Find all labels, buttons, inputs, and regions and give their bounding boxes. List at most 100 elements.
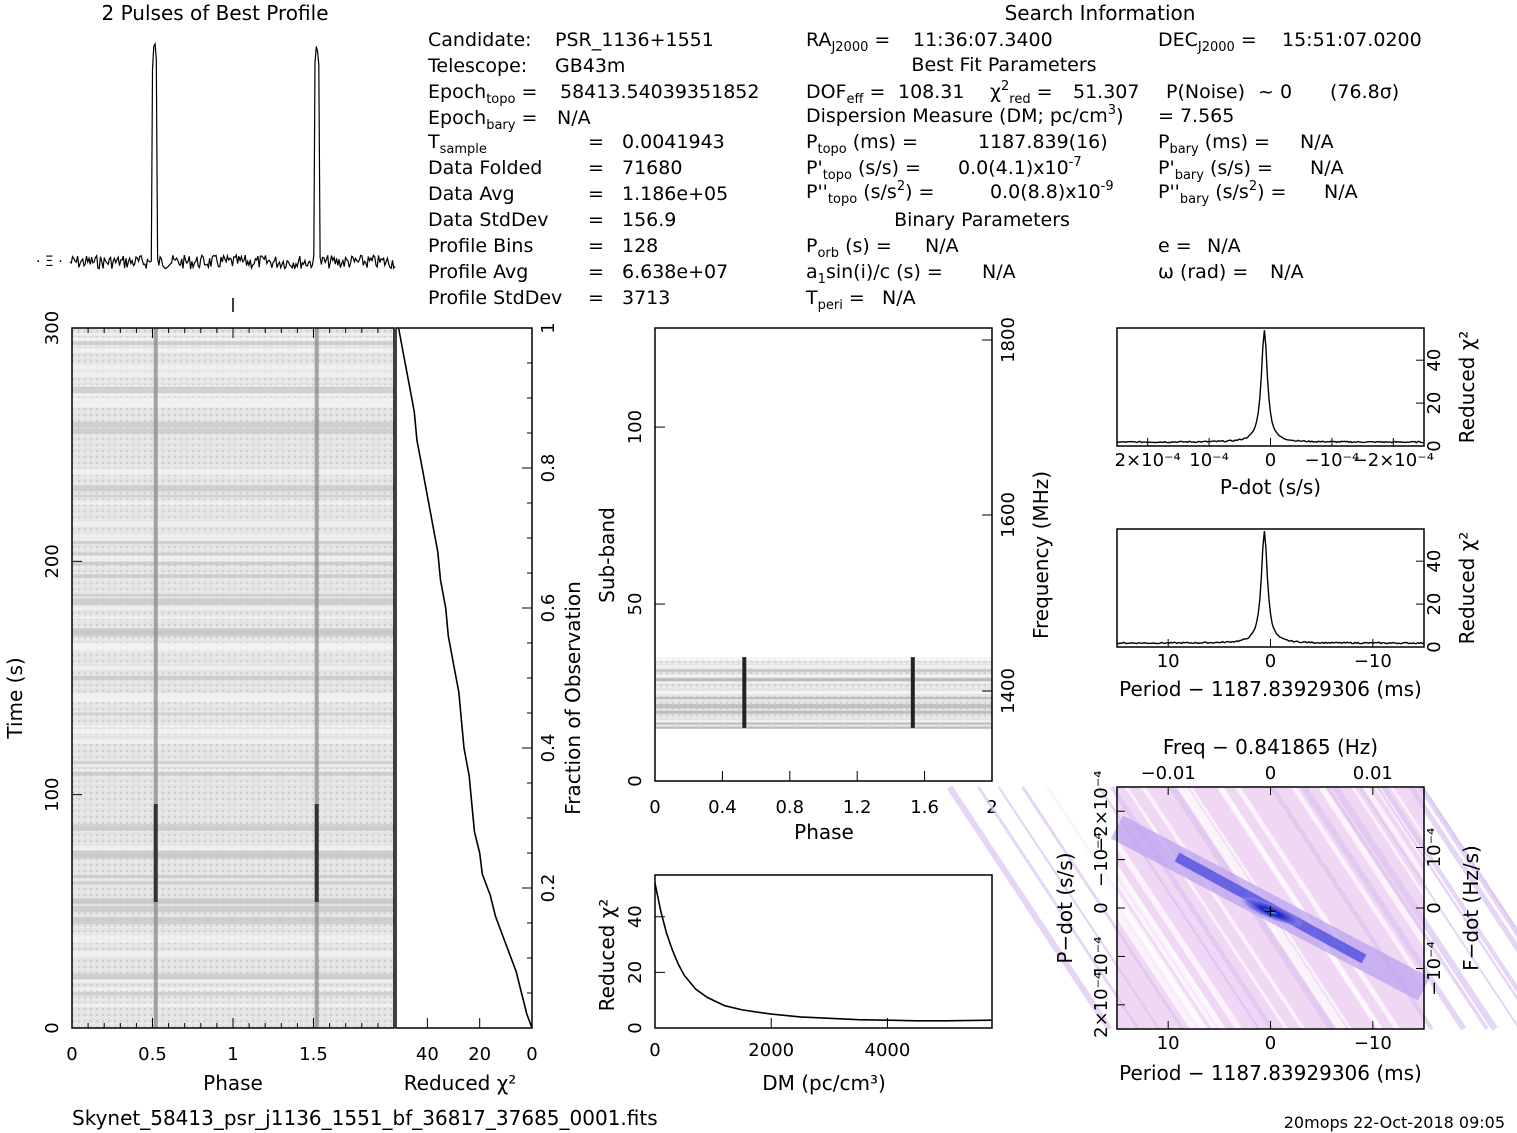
time-phase-streak: [72, 616, 394, 619]
data-stddev-value: 156.9: [622, 209, 676, 231]
time-phase-streak: [72, 594, 394, 597]
profile-title: 2 Pulses of Best Profile: [102, 1, 329, 25]
subband-streak: [655, 681, 992, 684]
ra-value: 11:36:07.3400: [913, 29, 1053, 51]
subband-streak: [655, 726, 992, 729]
tsample-label: Tsample: [427, 131, 487, 157]
dm-value: = 7.565: [1158, 105, 1234, 127]
porb-label: Porb (s) =: [806, 235, 892, 261]
time-phase-streak: [72, 421, 394, 428]
x-tick-label: 0.4: [708, 797, 737, 818]
dm-axes: [654, 874, 993, 1029]
pdot_curve-line: [1116, 330, 1425, 444]
pdd-topo-label: P''topo (s/s2) =: [806, 179, 934, 207]
sigma-value: (76.8σ): [1330, 81, 1399, 103]
y2-tick-label: 10⁻⁴: [1424, 828, 1445, 868]
period-pdot-streak: [946, 785, 1113, 1031]
period-pdot-peak: [1236, 896, 1305, 928]
x-tick-label: 0: [66, 1044, 77, 1065]
time-phase-streak: [72, 348, 394, 353]
time-phase-streak: [72, 393, 394, 397]
time-phase-streak: [72, 598, 394, 605]
profile-plot: · Ξ ·: [36, 41, 396, 312]
pnoise-value: ~ 0: [1258, 81, 1292, 103]
dof-label: DOFeff =: [806, 81, 885, 107]
candidate-label: Candidate:: [428, 29, 532, 51]
time-phase-streak: [72, 899, 394, 905]
period-pdot-streak: [997, 786, 1160, 1030]
y-tick-label: 100: [625, 410, 646, 444]
time-phase-streak: [72, 386, 394, 394]
time-phase-streak: [72, 364, 394, 370]
profile-stddev-value: 3713: [622, 287, 670, 309]
x-axis-label: Phase: [794, 820, 854, 844]
time-phase-streak: [72, 399, 394, 404]
pdd-bary-value: N/A: [1324, 181, 1358, 203]
tperi-label: Tperi =: [805, 287, 865, 313]
period-pdot-streak: [1376, 786, 1517, 1001]
y-tick-label: 0: [1091, 902, 1112, 913]
time-phase-streak: [72, 724, 394, 728]
y-axis-label: Sub-band: [595, 507, 619, 603]
subband-streak: [655, 711, 992, 714]
time-phase-streak: [72, 874, 394, 879]
time-phase-streak: [72, 824, 394, 832]
dec-value: 15:51:07.0200: [1282, 29, 1422, 51]
time-phase-streak: [72, 771, 394, 776]
y-tick-label: 0: [625, 1022, 646, 1033]
x-tick-label: 0.5: [138, 1044, 167, 1065]
x-tick-label: 20: [468, 1044, 491, 1065]
candidate-value: PSR_1136+1551: [555, 29, 714, 51]
x2-tick-label: −0.01: [1141, 763, 1196, 784]
eq-sign: =: [588, 209, 604, 231]
period-pdot-streak: [1301, 785, 1467, 1031]
x-axis-label: Reduced χ²: [404, 1071, 517, 1095]
eq-sign: =: [588, 157, 604, 179]
time-phase-streak: [72, 628, 394, 634]
y-tick-label: 100: [42, 777, 63, 811]
x-tick-label: 1: [227, 1044, 238, 1065]
x-tick-label: 2×10⁻⁴: [1115, 450, 1181, 471]
period_curve-line: [1116, 531, 1425, 645]
chart-title: Freq − 0.841865 (Hz): [1163, 735, 1378, 759]
eq-sign: =: [588, 261, 604, 283]
subband-streak: [655, 669, 992, 672]
binary-title: Binary Parameters: [894, 209, 1070, 231]
period-pdot-streak: [1358, 786, 1517, 1028]
time-phase-streak: [72, 881, 394, 885]
y-tick-label: 0.2: [538, 874, 559, 903]
y-tick-label: 0.4: [538, 734, 559, 763]
pulse-track-bright: [314, 804, 319, 902]
data-avg-value: 1.186e+05: [622, 183, 728, 205]
time-phase-streak: [72, 712, 394, 715]
pulse-track-bright: [153, 804, 158, 902]
subband-pulse: [910, 657, 915, 728]
time-phase-streak: [72, 521, 394, 527]
y-tick-label: 40: [1424, 349, 1445, 372]
subband-phase-panel: 00.40.81.21.62050100140016001800PhaseSub…: [595, 317, 1053, 844]
pulse-track: [314, 328, 319, 1028]
search-info-title: Search Information: [1005, 1, 1196, 25]
y2-tick-label: −10⁻⁴: [1424, 941, 1445, 996]
y-tick-label: −10⁻⁴: [1091, 832, 1112, 887]
time-phase-streak: [72, 973, 394, 980]
period-pdot-streak: [1363, 785, 1517, 1021]
pdot_curve-axes: [1116, 327, 1425, 447]
error-bar-marker: · Ξ ·: [36, 254, 63, 270]
time-phase-streak: [72, 988, 394, 991]
pdd-bary-label: P''bary (s/s2) =: [1158, 179, 1286, 207]
y2-tick-label: 1800: [998, 317, 1019, 363]
x-tick-label: 0: [1265, 450, 1276, 471]
pulse-track: [153, 328, 158, 1028]
time-phase-streak: [72, 850, 394, 857]
a1sini-value: N/A: [982, 261, 1016, 283]
epoch-bary-value: N/A: [557, 107, 591, 129]
time-phase-streak: [72, 675, 394, 681]
y2-axis-label: F−dot (Hz/s): [1459, 845, 1483, 971]
time-phase-streak: [72, 940, 394, 943]
y2-tick-label: 0: [1424, 902, 1445, 913]
p-topo-label: Ptopo (ms) =: [806, 131, 918, 157]
x-axis-label: Period − 1187.83929306 (ms): [1119, 677, 1422, 701]
chi2-label: χ2red =: [990, 79, 1053, 107]
